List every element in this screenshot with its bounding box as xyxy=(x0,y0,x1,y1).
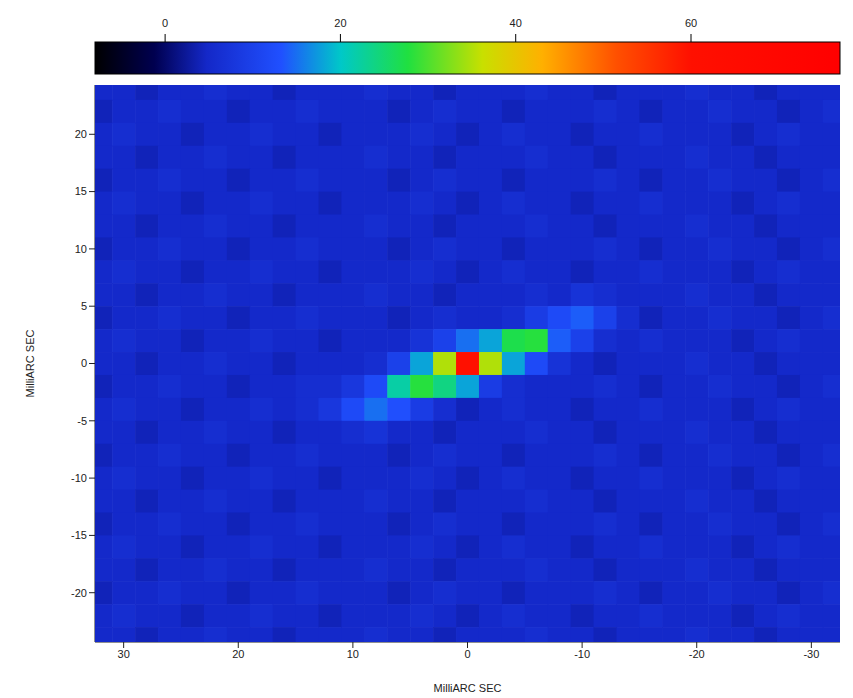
svg-text:0: 0 xyxy=(81,357,87,369)
svg-text:0: 0 xyxy=(162,17,168,29)
svg-text:10: 10 xyxy=(347,648,359,660)
svg-text:-20: -20 xyxy=(71,587,87,599)
svg-text:5: 5 xyxy=(81,300,87,312)
svg-text:40: 40 xyxy=(510,17,522,29)
svg-text:MilliARC SEC: MilliARC SEC xyxy=(24,330,36,398)
svg-text:20: 20 xyxy=(75,128,87,140)
svg-text:-5: -5 xyxy=(77,415,87,427)
svg-text:20: 20 xyxy=(232,648,244,660)
svg-text:0: 0 xyxy=(464,648,470,660)
svg-text:-30: -30 xyxy=(803,648,819,660)
svg-text:10: 10 xyxy=(75,243,87,255)
svg-text:60: 60 xyxy=(685,17,697,29)
svg-text:-15: -15 xyxy=(71,529,87,541)
svg-text:MilliARC SEC: MilliARC SEC xyxy=(434,682,502,694)
svg-text:20: 20 xyxy=(334,17,346,29)
svg-text:-10: -10 xyxy=(71,472,87,484)
svg-text:30: 30 xyxy=(118,648,130,660)
svg-text:15: 15 xyxy=(75,185,87,197)
svg-text:-10: -10 xyxy=(574,648,590,660)
svg-text:-20: -20 xyxy=(689,648,705,660)
